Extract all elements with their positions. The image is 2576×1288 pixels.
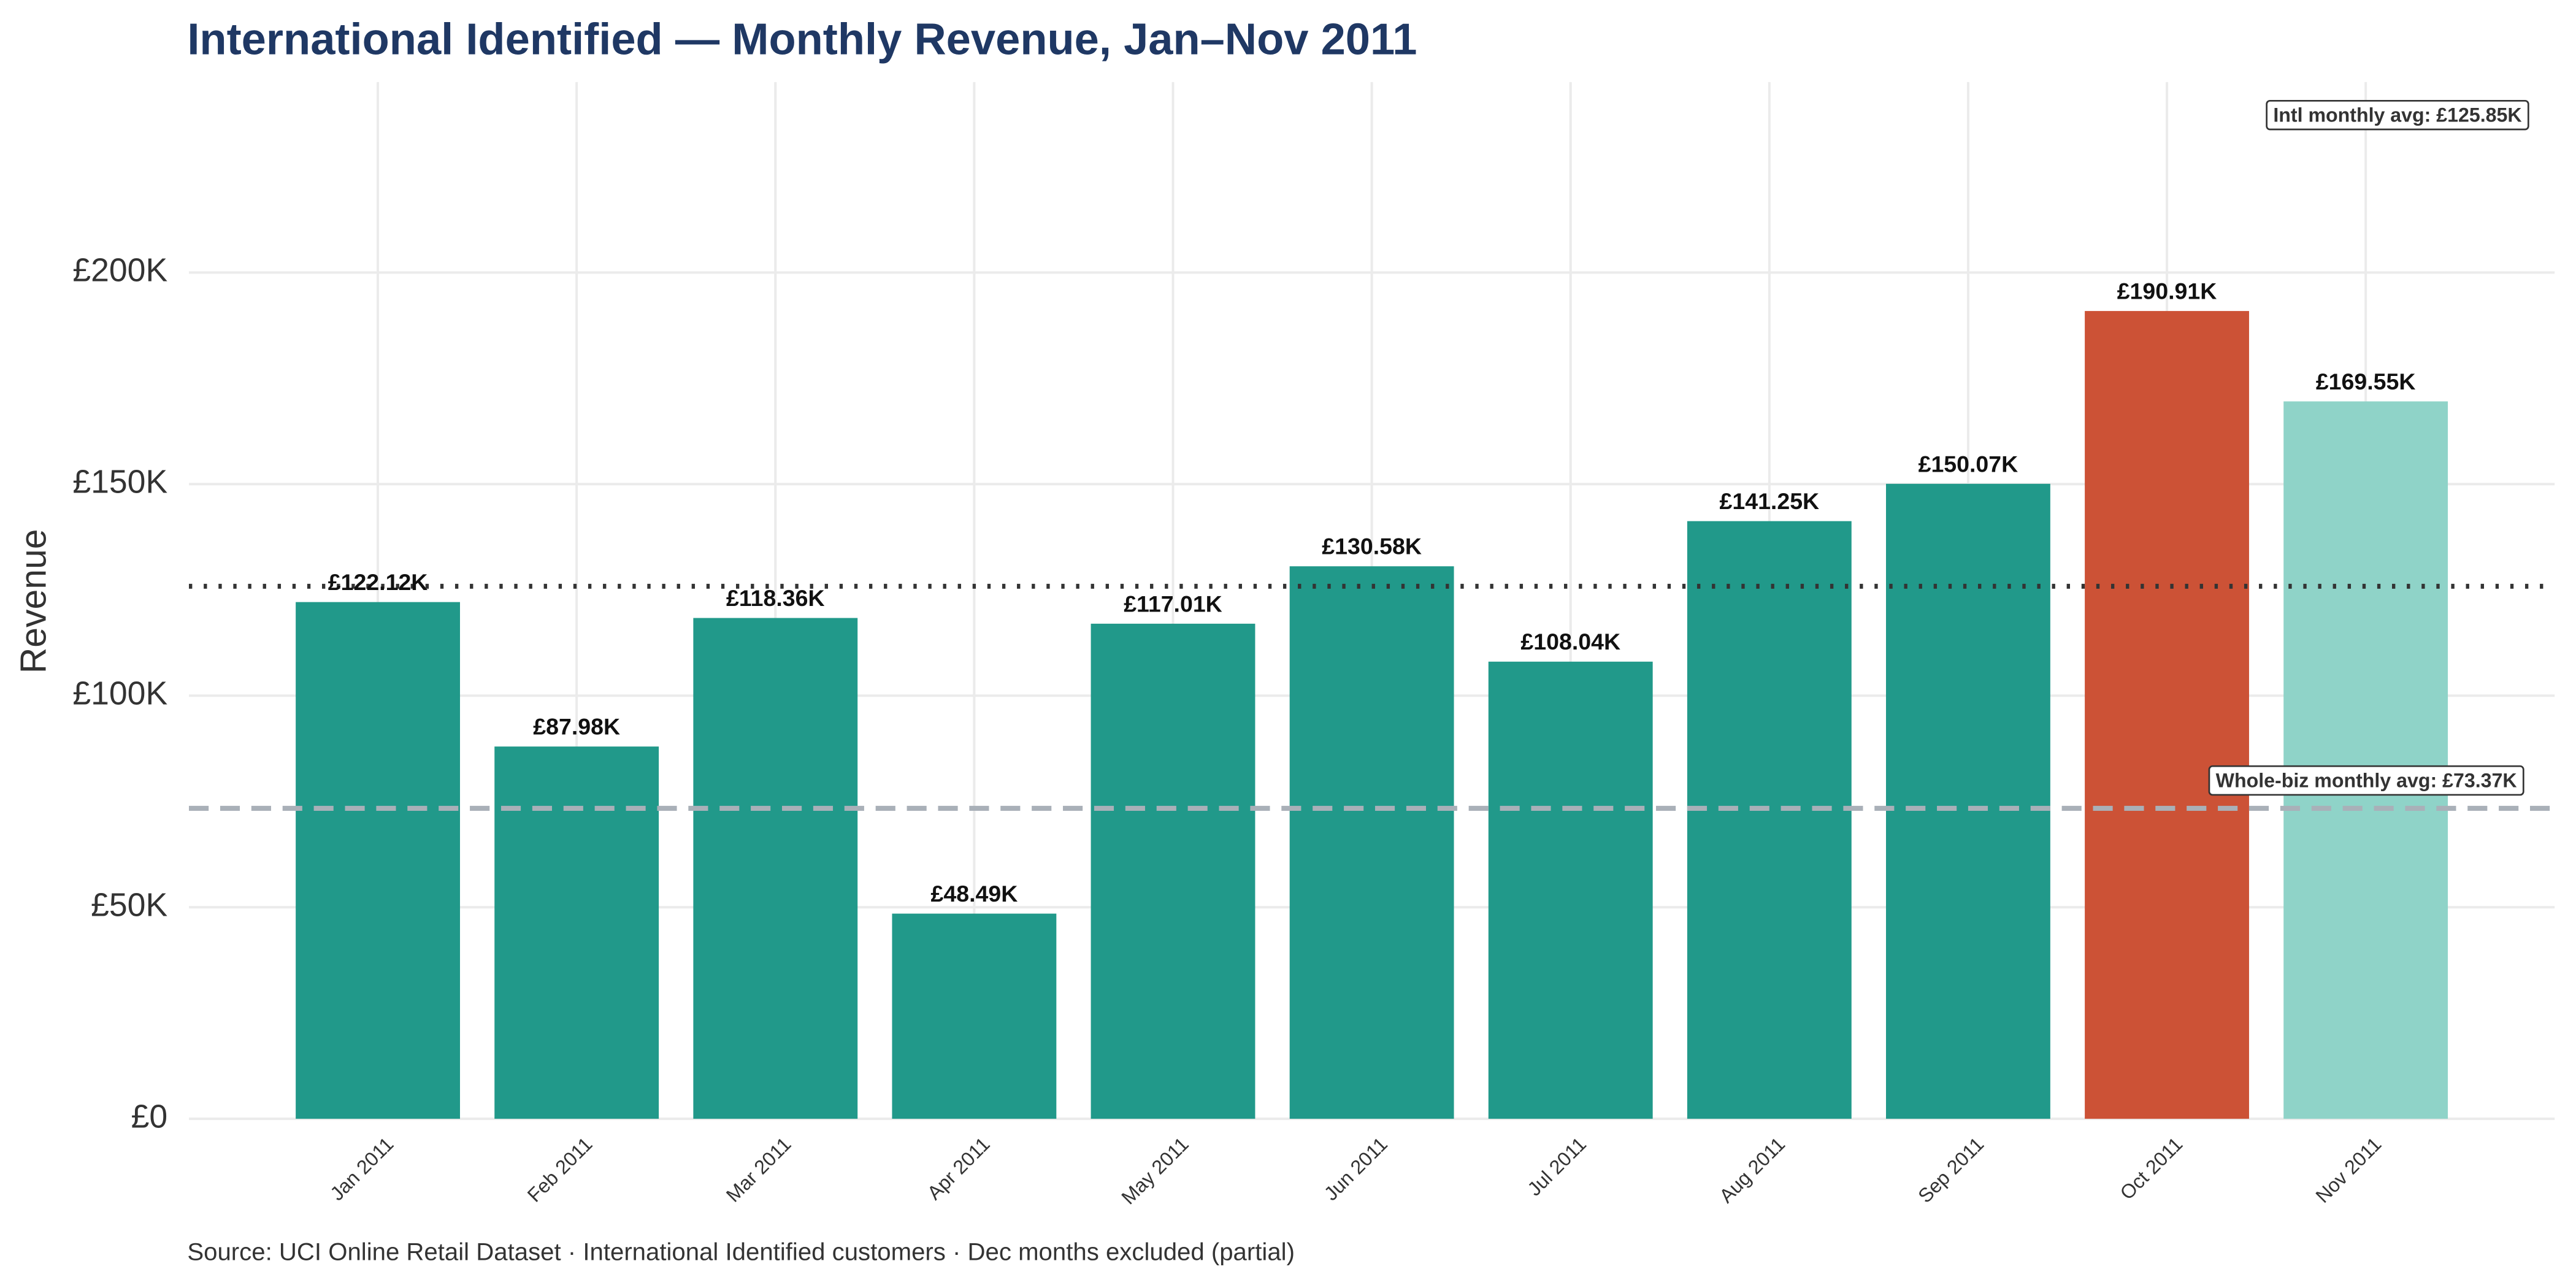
x-tick-label: Feb 2011 <box>523 1133 597 1206</box>
bar <box>693 618 858 1119</box>
bar <box>296 602 460 1119</box>
chart-title: International Identified — Monthly Reven… <box>187 15 1417 64</box>
value-label: £169.55K <box>2316 369 2416 394</box>
value-label: £130.58K <box>1322 534 1422 559</box>
value-label: £118.36K <box>726 585 825 611</box>
value-label: £117.01K <box>1124 591 1222 616</box>
bar <box>494 746 659 1119</box>
value-label: £122.12K <box>328 569 428 595</box>
value-label: £48.49K <box>931 881 1018 907</box>
value-label: £108.04K <box>1520 629 1620 654</box>
y-axis-label: Revenue <box>13 529 53 673</box>
x-tick-label: Nov 2011 <box>2312 1133 2386 1207</box>
y-tick-label: £50K <box>91 887 167 923</box>
caption: Source: UCI Online Retail Dataset · Inte… <box>187 1238 1295 1265</box>
bar <box>1886 483 2050 1119</box>
x-tick-label: Sep 2011 <box>1914 1133 1988 1207</box>
value-label: £87.98K <box>533 714 620 740</box>
x-tick-label: Jul 2011 <box>1523 1133 1590 1200</box>
y-tick-label: £100K <box>72 675 167 711</box>
x-tick-label: Apr 2011 <box>923 1133 994 1204</box>
bar <box>1091 623 1255 1119</box>
bar <box>1289 566 1454 1119</box>
value-label: £150.07K <box>1919 451 2018 477</box>
x-tick-label: Jun 2011 <box>1320 1133 1392 1205</box>
bar <box>892 913 1057 1119</box>
value-label: £141.25K <box>1720 488 1820 514</box>
bar <box>2085 311 2249 1119</box>
x-tick-label: Jan 2011 <box>326 1133 397 1205</box>
reference-label: Intl monthly avg: £125.85K <box>2273 104 2521 126</box>
x-tick-label: Oct 2011 <box>2115 1133 2187 1204</box>
y-tick-label: £150K <box>72 464 167 500</box>
reference-label-box <box>2208 765 2524 796</box>
bar <box>1687 521 1852 1119</box>
value-label: £190.91K <box>2117 278 2217 304</box>
reference-label: Whole-biz monthly avg: £73.37K <box>2216 770 2517 792</box>
bar <box>2283 401 2448 1119</box>
x-tick-label: Mar 2011 <box>722 1133 795 1206</box>
x-tick-label: Aug 2011 <box>1715 1133 1789 1207</box>
y-tick-label: £0 <box>131 1098 168 1135</box>
y-tick-label: £200K <box>72 253 167 289</box>
reference-label-box <box>2266 99 2529 131</box>
bar <box>1488 661 1653 1119</box>
x-tick-label: May 2011 <box>1117 1133 1193 1209</box>
